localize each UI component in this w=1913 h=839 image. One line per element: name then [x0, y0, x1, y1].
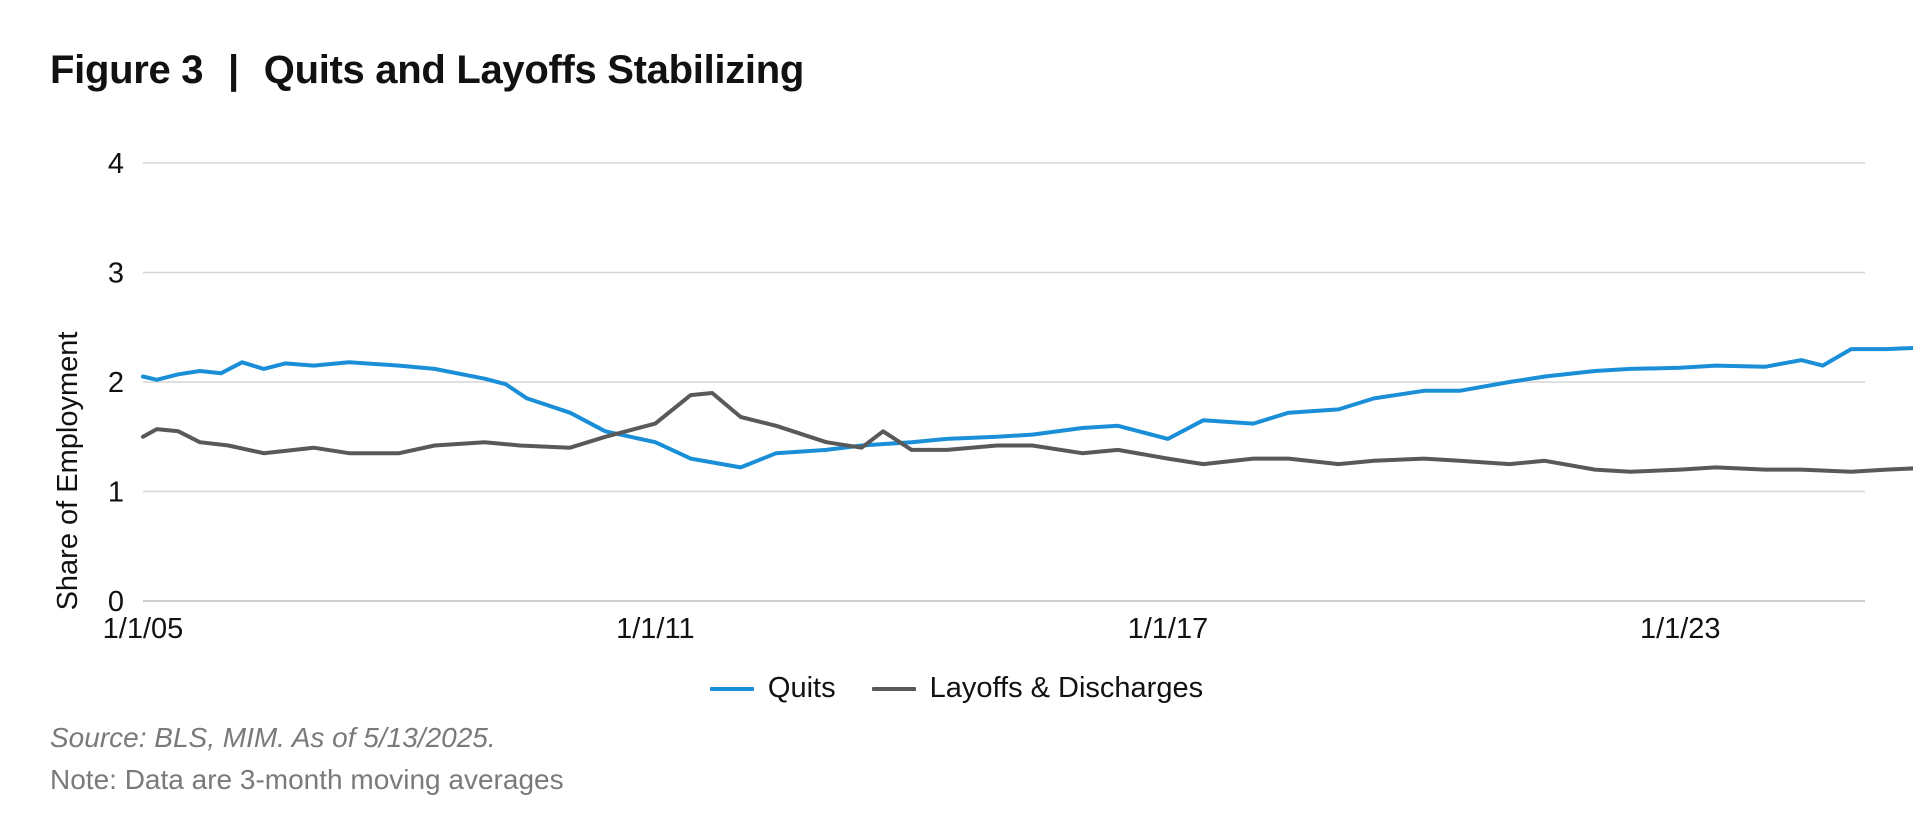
legend-label-quits: Quits [767, 672, 836, 704]
line-chart: 0 1 2 3 4 1/1/05 1/1/11 1/1/17 1/1/23 Share of … [52, 148, 1913, 645]
x-tick-label: 1/1/17 [1128, 613, 1209, 645]
series-line-quits [141, 345, 1913, 470]
y-axis-label: Share of Employment [52, 332, 84, 611]
figure-label: Figure 3 [50, 48, 204, 92]
data-note: Note: Data are 3-month moving averages [50, 764, 564, 795]
gridlines [143, 162, 1865, 602]
legend-swatch-quits [709, 686, 754, 691]
x-tick-label: 1/1/05 [103, 613, 184, 645]
series-lines [141, 345, 1913, 474]
y-axis-ticks: 0 1 2 3 4 [108, 148, 124, 618]
title-separator: | [228, 48, 239, 92]
y-tick-label: 4 [108, 148, 124, 180]
x-tick-label: 1/1/23 [1640, 613, 1721, 645]
y-tick-label: 1 [108, 477, 124, 509]
y-tick-label: 2 [108, 367, 124, 399]
legend: Quits Layoffs & Discharges [0, 672, 1913, 705]
figure-title: Figure 3 | Quits and Layoffs Stabilizing [50, 48, 804, 93]
legend-item-quits: Quits [709, 672, 836, 705]
x-tick-label: 1/1/11 [616, 613, 694, 645]
y-tick-label: 3 [108, 258, 124, 290]
legend-swatch-layoffs [871, 686, 916, 691]
legend-label-layoffs: Layoffs & Discharges [929, 672, 1204, 704]
source-note: Source: BLS, MIM. As of 5/13/2025. [50, 722, 496, 753]
x-axis-ticks: 1/1/05 1/1/11 1/1/17 1/1/23 [103, 613, 1721, 645]
y-tick-label: 0 [108, 586, 124, 618]
legend-item-layoffs: Layoffs & Discharges [871, 672, 1204, 705]
figure-title-text: Quits and Layoffs Stabilizing [263, 48, 805, 92]
series-line-layoffs [141, 391, 1913, 474]
